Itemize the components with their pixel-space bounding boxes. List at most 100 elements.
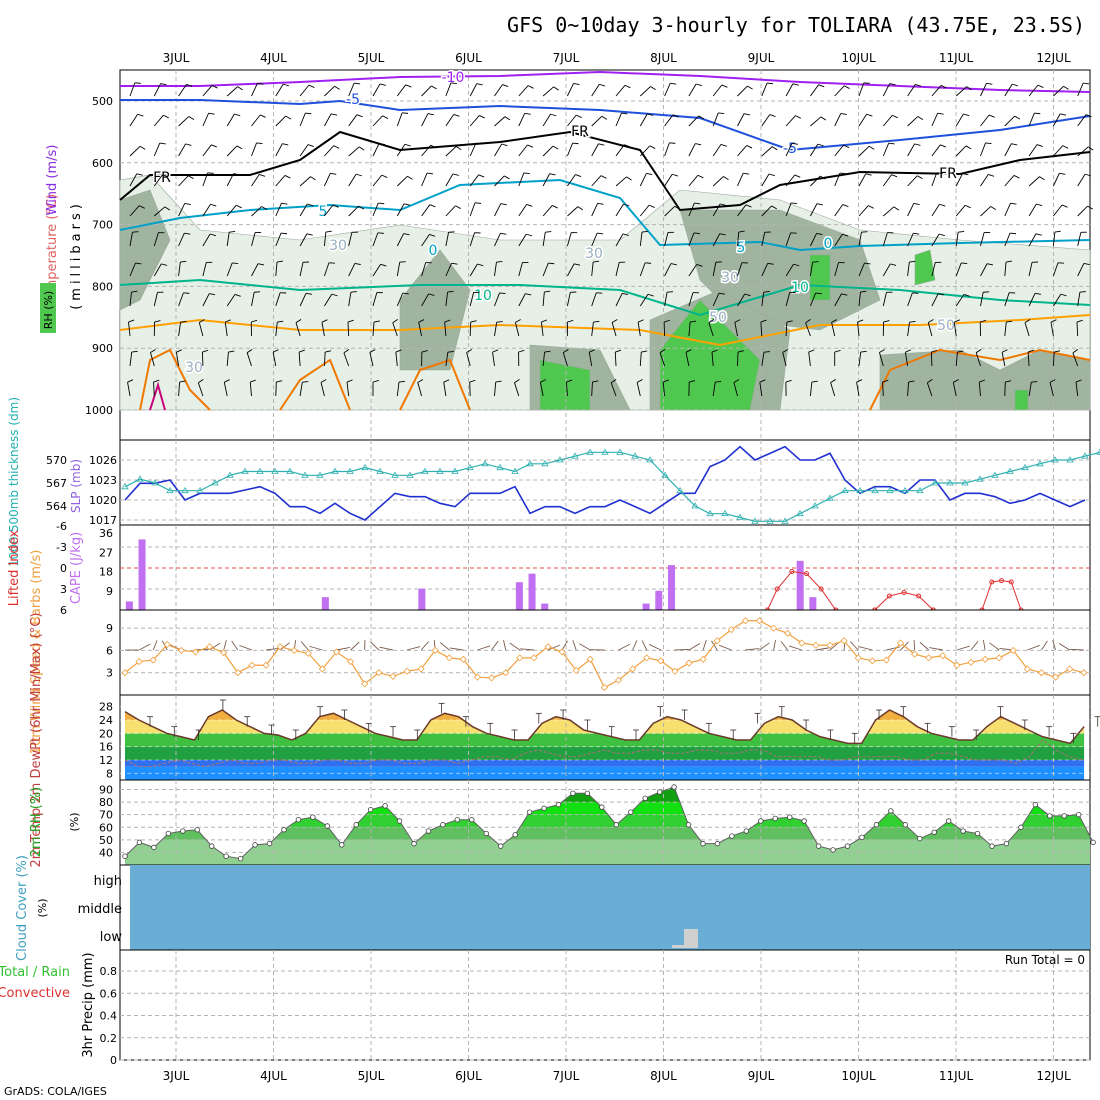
wind-barb: [1077, 146, 1089, 157]
wind10m-barb: [773, 640, 776, 651]
wind10m-barb: [406, 646, 421, 651]
wind10m-barb: [379, 646, 393, 651]
wind-barb: [178, 84, 187, 97]
rh-shade-dark: [399, 249, 471, 371]
wind-barb-flag: [451, 262, 458, 265]
wind10m-point: [135, 658, 143, 666]
wind-barb: [153, 114, 164, 127]
wind-barb: [712, 203, 721, 217]
wind-barb-flag: [817, 143, 824, 147]
wind-barb-flag: [626, 176, 632, 181]
wind-barb-flag: [139, 205, 145, 209]
wind-barb-flag: [139, 145, 146, 150]
wind-barb-flag: [295, 319, 302, 323]
wind-barb: [737, 113, 745, 127]
slp-tick-label: 1020: [89, 494, 117, 507]
wind-barb-flag: [816, 203, 823, 206]
thickness-point: [256, 467, 264, 474]
thickness-point: [691, 502, 699, 509]
wind-barb-flag: [347, 319, 354, 323]
wind-barb-flag: [544, 290, 551, 293]
wind-barb: [565, 382, 568, 397]
wind10m-barb: [561, 640, 568, 651]
wind-barb: [882, 142, 890, 157]
rh-marks: [122, 784, 1096, 862]
wind-barb: [615, 293, 623, 307]
wind-barb: [588, 352, 593, 367]
wind-barb-flag: [236, 145, 243, 150]
rh-point: [396, 818, 403, 824]
wind-barb-flag: [1061, 204, 1068, 208]
wind-barb-flag: [500, 203, 507, 206]
wind10m-point: [234, 669, 242, 677]
wind-barb: [882, 381, 884, 397]
wind-barb: [153, 142, 161, 157]
wind-barb-flag: [795, 115, 802, 119]
wind-barb-flag: [331, 113, 338, 116]
wind-barb: [931, 233, 940, 247]
wind10m-point: [755, 617, 764, 625]
wind-barb: [175, 352, 180, 367]
wind-barb: [421, 85, 432, 97]
wind-barb-flag: [162, 174, 169, 178]
rh-point: [917, 835, 923, 842]
wind-barb: [1077, 292, 1081, 307]
wind-barb-flag: [475, 142, 482, 145]
wind-barb: [761, 352, 765, 367]
wind-barb-flag: [842, 233, 849, 237]
wind-barb-flag: [641, 230, 649, 233]
wind-barb: [324, 293, 333, 307]
li-tick-label: 6: [60, 604, 67, 617]
wind10m-barb: [780, 640, 789, 651]
rh-point: [873, 822, 880, 828]
wind-barb-flag: [1076, 319, 1083, 323]
wind-barb: [1028, 382, 1032, 397]
wind10m-point: [572, 666, 580, 675]
cape-bar: [125, 601, 133, 610]
wind-barb-flag: [697, 174, 704, 179]
wind-barb: [542, 232, 546, 247]
rh-point: [570, 790, 576, 796]
wind-barb: [324, 113, 332, 127]
rh-grid: [120, 780, 1090, 865]
cape-bar: [809, 597, 817, 610]
wind-barb-flag: [720, 143, 727, 147]
wind-barb: [421, 293, 429, 307]
wind-barb-flag: [380, 263, 387, 267]
wind-barb-flag: [136, 173, 143, 176]
wind10m-barb: [420, 641, 430, 651]
wind-barb: [299, 84, 310, 97]
bottom-day-label: 9JUL: [748, 1069, 775, 1083]
bottom-day-label: 3JUL: [163, 1069, 190, 1083]
wind-barb-flag: [792, 83, 799, 86]
wind-barb: [931, 144, 941, 157]
rh-tick-label: 50: [99, 834, 113, 847]
thickness-point: [226, 471, 234, 478]
wind-barb: [178, 292, 184, 307]
run-total-label: Run Total = 0: [1005, 953, 1085, 967]
wind10m-point: [1037, 669, 1046, 677]
wind10m-barb: [439, 642, 450, 651]
wind-barb-flag: [698, 115, 705, 120]
wind-barb: [1004, 232, 1011, 247]
upper-air-grid: [120, 70, 1090, 440]
wind-barb-flag: [500, 232, 507, 235]
rh-shade-green: [914, 249, 936, 286]
wind10m-point: [417, 665, 425, 673]
thickness-point: [586, 448, 594, 455]
wind-barb-flag: [913, 202, 920, 206]
contour-label: 10: [474, 288, 492, 304]
temp-band: [125, 760, 1085, 767]
rh-point: [758, 818, 764, 824]
wind-barb-flag: [1013, 175, 1020, 179]
wind-barb-flag: [861, 231, 868, 233]
wind-barb-flag: [407, 175, 413, 180]
wind-barb-flag: [499, 292, 506, 295]
wind-barb: [323, 351, 326, 367]
wind-barb: [542, 113, 551, 127]
wind-barb-flag: [928, 319, 934, 323]
wind-barb-flag: [1083, 262, 1090, 266]
wind-barb-flag: [938, 233, 946, 237]
wind-barb-flag: [759, 379, 766, 383]
wind-barb: [931, 204, 940, 217]
